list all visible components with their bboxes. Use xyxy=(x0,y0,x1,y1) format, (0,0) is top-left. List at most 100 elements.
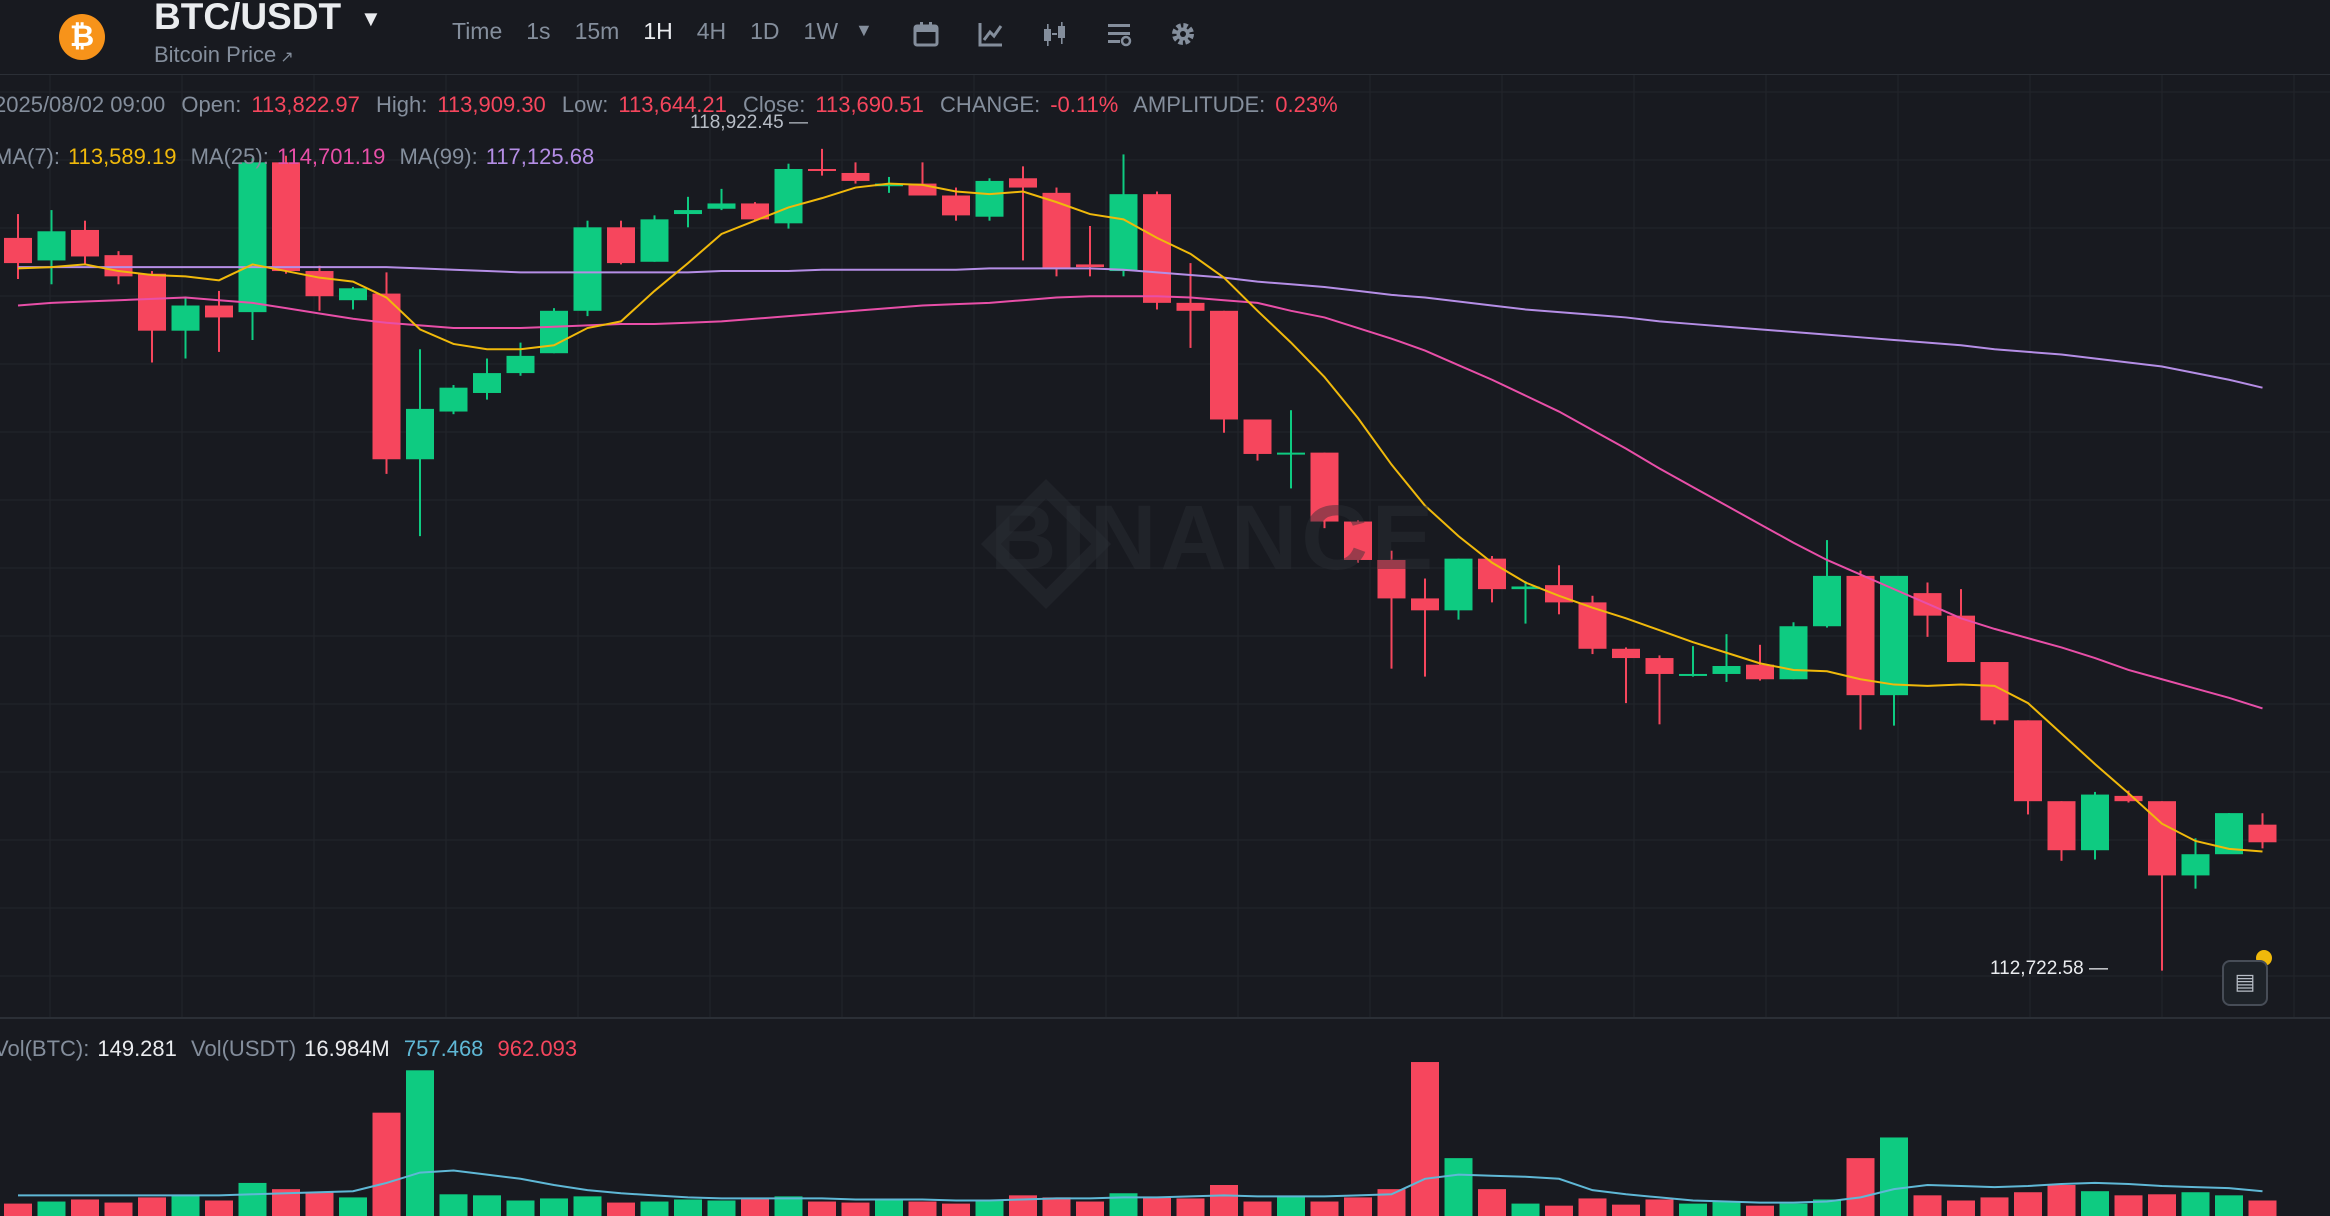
volume-bar xyxy=(37,1201,66,1216)
open-value: 113,822.97 xyxy=(251,92,360,117)
candle-body xyxy=(2047,801,2076,851)
volume-bar xyxy=(2081,1191,2109,1216)
price-link[interactable]: Bitcoin Price ↗ xyxy=(154,42,294,68)
volume-bar xyxy=(1042,1197,1071,1216)
candle-body xyxy=(1344,521,1372,560)
high-label: High: xyxy=(375,92,428,117)
candle-body xyxy=(741,203,769,220)
volume-bar xyxy=(238,1182,267,1216)
gear-icon[interactable] xyxy=(1169,20,1197,48)
volume-bar xyxy=(1813,1199,1841,1216)
candle-body xyxy=(1846,575,1875,696)
candle-body xyxy=(841,172,870,181)
volume-bar xyxy=(774,1196,803,1216)
close-label: Close: xyxy=(743,92,806,117)
candle-body xyxy=(506,355,535,374)
calendar-icon[interactable] xyxy=(912,20,940,48)
layout-icon[interactable] xyxy=(1105,20,1133,48)
candle-body xyxy=(2081,794,2109,851)
candle-body xyxy=(1109,194,1138,272)
candle-body xyxy=(372,293,401,460)
tab-1s[interactable]: 1s xyxy=(526,18,551,44)
ma25-label: MA(25): xyxy=(190,144,269,169)
candle-body xyxy=(1578,602,1607,649)
volume-bar xyxy=(975,1200,1004,1216)
tab-15m[interactable]: 15m xyxy=(574,18,620,44)
vol-ma1-value: 757.468 xyxy=(403,1036,484,1061)
tab-1h[interactable]: 1H xyxy=(643,18,673,44)
volume-bar xyxy=(1176,1198,1205,1216)
ma99-label: MA(99): xyxy=(399,144,478,169)
volume-bar xyxy=(1344,1197,1372,1216)
ma-legend: MA(7): 113,589.19 MA(25): 114,701.19 MA(99… xyxy=(0,144,602,170)
candle-body xyxy=(1444,558,1473,611)
volume-legend: Vol(BTC): 149.281 Vol(USDT) 16.984M 757.46… xyxy=(0,1036,585,1062)
ma7-line xyxy=(17,182,2263,853)
candle-body xyxy=(607,227,635,264)
volume-bar xyxy=(473,1195,501,1216)
volume-bar xyxy=(573,1196,602,1216)
volume-bar xyxy=(1578,1198,1607,1216)
tab-time[interactable]: Time xyxy=(452,18,503,44)
symbol-dropdown-icon[interactable]: ▼ xyxy=(360,6,382,31)
high-price-marker: 118,922.45 — xyxy=(690,112,808,133)
candle-body xyxy=(406,408,434,460)
candle-body xyxy=(875,183,903,187)
volume-bar xyxy=(841,1202,870,1216)
volume-bar xyxy=(2014,1192,2042,1216)
symbol-title[interactable]: BTC/USDT xyxy=(154,0,342,37)
volume-bar xyxy=(1913,1195,1942,1216)
volume-bar xyxy=(1143,1197,1171,1216)
volume-bar xyxy=(372,1112,401,1216)
orders-list-icon[interactable]: ▤ xyxy=(2222,960,2268,1006)
volume-bar xyxy=(2114,1195,2143,1216)
candle-body xyxy=(1679,673,1707,676)
ma99-value: 117,125.68 xyxy=(485,144,595,169)
candle-body xyxy=(774,168,803,224)
volume-bar xyxy=(305,1192,334,1216)
chart-type-icon[interactable] xyxy=(1041,20,1069,48)
volume-bar xyxy=(741,1198,769,1216)
volume-bar xyxy=(607,1202,635,1216)
subtitle-text: Bitcoin Price xyxy=(154,42,277,67)
ma7-label: MA(7): xyxy=(0,144,60,169)
chart-toolbar: ₿ BTC/USDT ▼ Bitcoin Price ↗ Time 1s 15m … xyxy=(0,0,2330,75)
more-intervals-icon[interactable]: ▼ xyxy=(855,20,873,40)
candle-body xyxy=(975,180,1004,217)
open-label: Open: xyxy=(181,92,242,117)
candle-body xyxy=(942,195,970,216)
volume-bar xyxy=(1478,1189,1506,1216)
volume-bar xyxy=(540,1198,568,1216)
volume-bar xyxy=(1277,1196,1305,1216)
volume-bar xyxy=(1880,1137,1908,1216)
bitcoin-icon: ₿ xyxy=(59,14,105,60)
ma25-value: 114,701.19 xyxy=(276,144,386,169)
volume-bar xyxy=(1411,1062,1439,1216)
volume-bar xyxy=(640,1201,669,1216)
tab-4h[interactable]: 4H xyxy=(696,18,727,44)
candle-body xyxy=(1377,559,1406,599)
volume-bar xyxy=(1243,1201,1272,1216)
vol-btc-label: Vol(BTC): xyxy=(0,1036,90,1061)
ma25-line xyxy=(17,295,2263,710)
volume-bar xyxy=(1679,1203,1707,1216)
candle-body xyxy=(1645,658,1674,674)
candle-body xyxy=(707,203,736,209)
volume-bar xyxy=(1511,1203,1540,1216)
tab-1d[interactable]: 1D xyxy=(750,18,780,44)
candle-body xyxy=(1880,575,1908,696)
candle-body xyxy=(1210,310,1238,420)
tab-1w[interactable]: 1W xyxy=(803,18,839,44)
volume-ma-line xyxy=(18,1169,2263,1204)
volume-bar xyxy=(439,1194,468,1216)
volume-bar xyxy=(1712,1201,1741,1216)
high-value: 113,909.30 xyxy=(437,92,546,117)
vol-usdt-label: Vol(USDT) xyxy=(191,1036,297,1061)
candle-body xyxy=(640,219,669,262)
indicator-icon[interactable] xyxy=(977,20,1005,48)
candle-body xyxy=(808,168,836,171)
volume-bar xyxy=(875,1200,903,1216)
candle-body xyxy=(238,162,267,313)
candle-body xyxy=(71,229,99,257)
